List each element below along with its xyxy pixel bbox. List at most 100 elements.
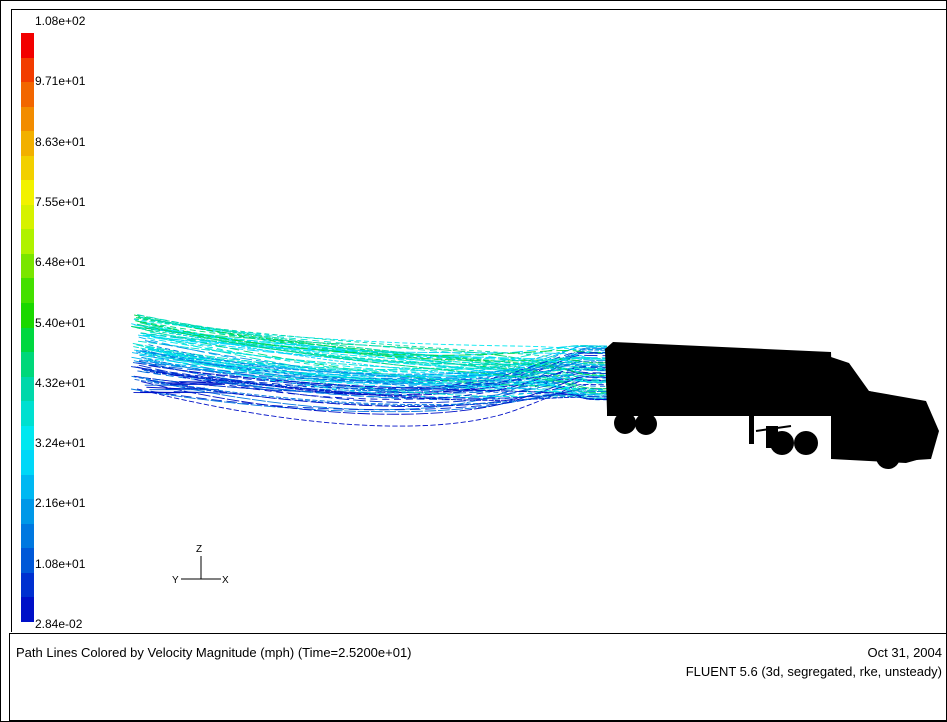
legend-swatch: [21, 155, 34, 181]
legend-swatch: [21, 572, 34, 598]
pathline: [139, 350, 608, 375]
legend-tick-label: 8.63e+01: [35, 134, 86, 149]
pathline: [139, 352, 608, 393]
pathline: [138, 336, 608, 395]
legend-swatch: [21, 401, 34, 427]
legend-swatch: [21, 548, 34, 574]
pathline: [133, 346, 608, 382]
pathline: [145, 347, 608, 411]
trailer-body: [605, 342, 833, 411]
legend-tick-label: 3.24e+01: [35, 436, 86, 451]
caption-panel: Path Lines Colored by Velocity Magnitude…: [9, 633, 947, 721]
pathline-scene: Z Y X: [130, 314, 939, 586]
pathlines: [130, 314, 608, 427]
pathline: [140, 321, 608, 390]
pathline: [137, 369, 608, 391]
drive-wheel-2: [794, 431, 818, 455]
pathline: [137, 334, 608, 398]
plot-date: Oct 31, 2004: [867, 645, 942, 660]
cab-hood: [869, 391, 939, 461]
support-strut: [755, 425, 792, 432]
legend-swatch: [21, 82, 34, 108]
legend-tick-label: 1.08e+02: [35, 14, 86, 28]
pathline: [148, 344, 608, 401]
pathline: [131, 375, 608, 406]
legend-tick-label: 9.71e+01: [35, 74, 86, 89]
pathline: [138, 364, 608, 404]
chassis-rail: [607, 406, 837, 416]
legend-swatch: [21, 499, 34, 525]
legend-tick-label: 4.32e+01: [35, 375, 86, 390]
landing-gear: [749, 416, 754, 444]
legend-swatch: [21, 106, 34, 132]
pathline: [139, 320, 608, 369]
legend-tick-label: 6.48e+01: [35, 255, 86, 270]
pathline: [144, 346, 608, 400]
pathline: [130, 388, 608, 413]
solver-info: FLUENT 5.6 (3d, segregated, rke, unstead…: [685, 664, 942, 679]
legend-swatch: [21, 131, 34, 157]
legend-swatch: [21, 352, 34, 378]
pathline: [146, 386, 181, 390]
pathline: [179, 380, 229, 383]
legend-tick-label: 7.55e+01: [35, 194, 86, 209]
pathline: [136, 362, 608, 388]
legend-swatch: [21, 180, 34, 206]
pathline: [135, 351, 608, 381]
legend-swatch: [21, 450, 34, 476]
plot-title: Path Lines Colored by Velocity Magnitude…: [16, 645, 412, 660]
pathline: [131, 323, 608, 383]
pathline: [134, 324, 608, 366]
legend-swatch: [21, 523, 34, 549]
pathline: [136, 323, 608, 389]
pathline: [131, 348, 608, 377]
pathline: [132, 342, 608, 370]
pathline: [148, 369, 608, 399]
pathline: [140, 332, 608, 356]
pathline: [144, 340, 608, 382]
legend-swatch: [21, 33, 34, 59]
pathline: [137, 314, 608, 394]
legend-swatch: [21, 278, 34, 304]
trailer-wheel-1: [614, 412, 636, 434]
legend-tick-label: 2.84e-02: [35, 617, 83, 631]
pathline: [173, 391, 233, 394]
z-axis-label: Z: [196, 544, 202, 555]
pathline: [133, 319, 608, 353]
pathline: [139, 353, 608, 398]
pathline: [165, 387, 206, 390]
legend-tick-label: 2.16e+01: [35, 496, 86, 511]
pathline: [149, 371, 608, 401]
pathline: [141, 368, 608, 399]
pathline: [140, 371, 608, 401]
pathline: [149, 379, 608, 407]
pathline: [140, 332, 608, 382]
pathline: [135, 320, 608, 356]
pathline: [137, 316, 608, 392]
pathline: [139, 350, 608, 377]
legend-swatch: [21, 597, 34, 623]
pathline: [130, 351, 608, 389]
legend-swatch: [21, 425, 34, 451]
mud-flap: [766, 426, 778, 448]
truck-silhouette: [605, 342, 939, 469]
pathline: [140, 376, 608, 415]
steer-wheel: [876, 445, 900, 469]
legend-swatch: [21, 376, 34, 402]
legend-swatch: [21, 474, 34, 500]
pathline: [137, 340, 608, 370]
y-axis-label: Y: [172, 575, 179, 586]
legend-swatch: [21, 229, 34, 255]
pathline: [190, 382, 239, 385]
legend-swatch: [21, 253, 34, 279]
x-axis-label: X: [222, 575, 229, 586]
legend-tick-label: 5.40e+01: [35, 315, 86, 330]
legend-tick-label: 1.08e+01: [35, 556, 86, 571]
pathline: [136, 317, 608, 376]
legend-swatch: [21, 327, 34, 353]
axis-triad: [181, 556, 221, 580]
pathline: [136, 383, 608, 427]
colormap-legend: 1.08e+02 9.71e+01 8.63e+01 7.55e+01 6.48e+01…: [21, 14, 151, 631]
legend-swatch: [21, 204, 34, 230]
